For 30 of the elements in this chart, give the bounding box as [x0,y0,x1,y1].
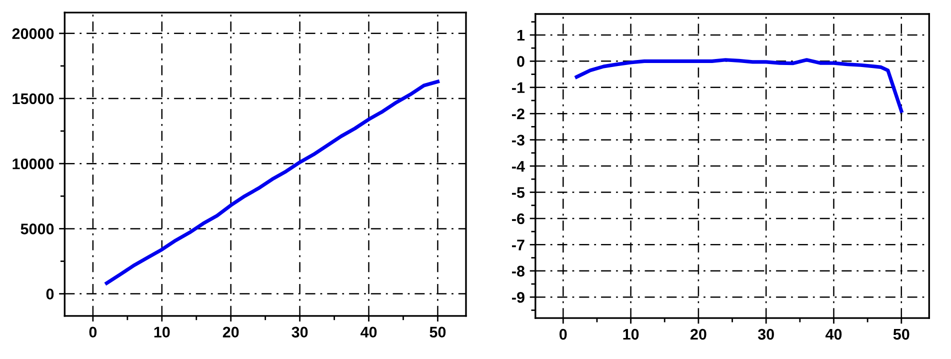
y-tick-label: -3 [512,134,524,146]
x-tick-label: 0 [89,326,97,338]
x-tick-label: 50 [430,326,446,338]
y-tick-label: 20000 [12,28,54,40]
y-tick-label: 0 [517,56,524,67]
y-tick-label: 5000 [20,224,54,234]
x-tick-label: 20 [222,326,239,338]
y-tick-label: -8 [512,266,525,277]
line-series [574,58,904,113]
y-tick-label: -2 [512,108,524,120]
y-tick-label: -6 [512,213,524,224]
y-tick-label: -5 [512,187,525,198]
x-tick-label: 0 [560,328,567,340]
x-tick-label: 40 [360,326,377,338]
x-tick-label: 40 [825,328,842,340]
x-tick-label: 20 [690,328,706,340]
x-tick-label: 30 [758,328,774,340]
y-tick-label: 1 [517,30,525,41]
x-tick-label: 30 [292,326,308,338]
y-tick-label: -7 [512,240,524,250]
y-tick-label: -9 [512,292,524,303]
x-tick-label: 10 [623,328,639,340]
y-tick-label: 15000 [12,93,54,104]
y-tick-label: -4 [512,161,525,172]
y-tick-label: 10000 [12,158,54,170]
x-tick-label: 10 [154,326,170,338]
line-series [104,80,440,285]
x-tick-label: 50 [893,328,910,340]
y-tick-label: 0 [46,288,54,300]
y-tick-label: -1 [512,82,525,93]
